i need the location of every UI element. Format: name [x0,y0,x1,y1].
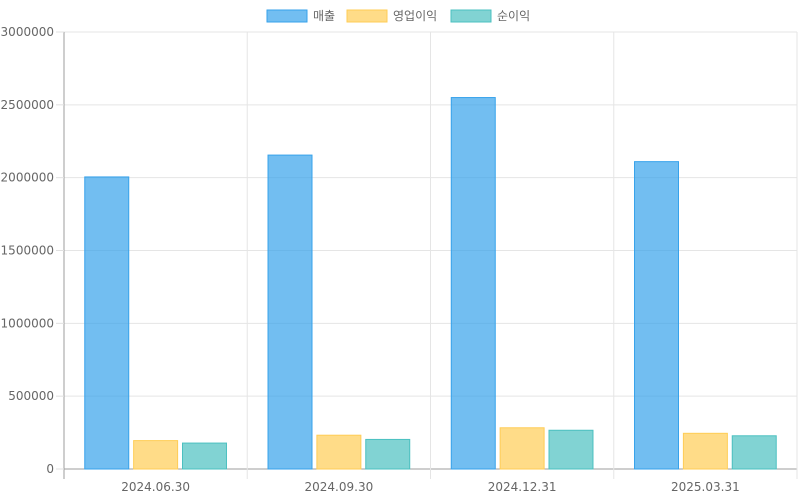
legend-swatch [450,9,492,23]
y-tick-label: 1000000 [1,316,54,330]
y-tick-label: 500000 [8,389,54,403]
bar-0-0[interactable] [84,176,130,470]
bar-0-2[interactable] [182,442,227,470]
bar-2-2[interactable] [548,429,594,470]
y-tick-label: 1500000 [1,244,54,258]
bars [84,97,777,470]
x-tick-label: 2025.03.31 [671,480,740,494]
y-tick-label: 2000000 [1,171,54,185]
bar-1-1[interactable] [316,434,362,470]
y-tick-label: 3000000 [1,25,54,39]
axes: 0 500000 1000000 1500000 2000000 2500000 30000… [1,25,740,494]
legend-swatch [346,9,388,23]
legend-label: 영업이익 [393,9,437,23]
x-tick-label: 2024.12.31 [488,480,557,494]
legend-item-0[interactable]: 매출 [266,9,335,23]
legend: 매출 영업이익 순이익 [266,9,530,23]
bar-3-1[interactable] [682,432,728,470]
x-tick-label: 2024.09.30 [305,480,374,494]
bar-2-0[interactable] [450,97,496,470]
x-tick-label: 2024.06.30 [121,480,190,494]
bar-2-1[interactable] [499,427,545,470]
legend-label: 매출 [313,9,335,23]
legend-item-2[interactable]: 순이익 [450,9,530,23]
grid-lines [63,31,798,479]
bar-3-0[interactable] [634,161,679,470]
bar-1-2[interactable] [365,438,411,470]
legend-swatch [266,9,308,23]
legend-label: 순이익 [497,9,530,23]
bar-1-0[interactable] [267,154,313,470]
bar-3-2[interactable] [731,435,777,470]
y-tick-label: 0 [46,462,54,476]
legend-item-1[interactable]: 영업이익 [346,9,437,23]
bar-0-1[interactable] [133,440,179,470]
y-tick-label: 2500000 [1,98,54,112]
